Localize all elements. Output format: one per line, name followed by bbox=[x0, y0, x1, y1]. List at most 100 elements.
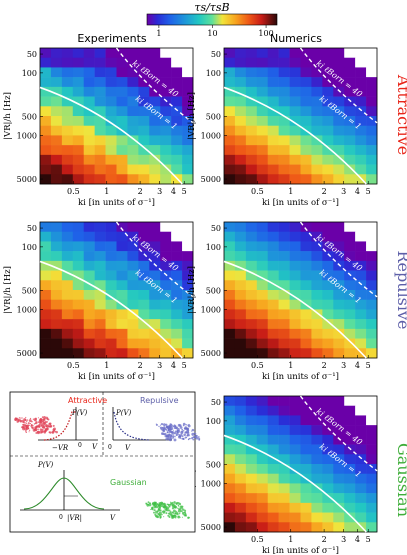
heatmap-cell bbox=[278, 241, 290, 252]
heatmap-cell bbox=[267, 145, 279, 156]
heatmap-cell bbox=[300, 483, 312, 494]
speckle-dot bbox=[177, 515, 181, 519]
curve-ki-lborn-1 bbox=[39, 260, 183, 359]
heatmap-cell bbox=[366, 473, 378, 484]
heatmap-cell bbox=[160, 270, 172, 281]
heatmap-cell bbox=[278, 319, 290, 330]
heatmap-cell bbox=[160, 135, 172, 146]
heatmap-cell bbox=[105, 241, 117, 252]
heatmap-cell bbox=[149, 77, 161, 88]
heatmap-cell bbox=[289, 96, 301, 107]
heatmap-cell bbox=[355, 145, 367, 156]
speckle-dot bbox=[166, 509, 170, 512]
heatmap-cell bbox=[245, 222, 258, 233]
heatmap-cell bbox=[366, 348, 378, 359]
inset-attractive-speckle-image bbox=[14, 416, 58, 435]
inset-attractive-v: V bbox=[92, 443, 98, 451]
heatmap-cell bbox=[289, 290, 301, 301]
heatmap-cell bbox=[234, 348, 247, 359]
heatmap-cell bbox=[256, 338, 269, 349]
heatmap-cell bbox=[289, 483, 301, 494]
heatmap-cell bbox=[289, 86, 301, 97]
x-tick-label: 4 bbox=[355, 361, 360, 370]
heatmap-cell bbox=[355, 260, 367, 271]
heatmap-cell bbox=[289, 319, 301, 330]
speckle-dot bbox=[184, 513, 187, 516]
heatmap-cell bbox=[160, 57, 172, 68]
heatmap-cell bbox=[224, 57, 236, 68]
heatmap-panel-att_exp: ki ℓBorn = 1ki ℓBorn = 400.5 1 2 3 4 55010050… bbox=[3, 47, 194, 208]
heatmap-cell bbox=[278, 502, 290, 513]
heatmap-cell bbox=[94, 270, 106, 281]
heatmap-cell bbox=[160, 145, 172, 156]
heatmap-cell bbox=[40, 251, 52, 262]
speckle-dot bbox=[174, 507, 176, 509]
speckle-dot bbox=[55, 430, 58, 434]
heatmap-cell bbox=[127, 260, 139, 271]
heatmap-cell bbox=[94, 280, 106, 291]
heatmap-cell bbox=[105, 174, 117, 185]
heatmap-cell bbox=[333, 154, 345, 165]
heatmap-cell bbox=[72, 348, 85, 359]
heatmap-cell bbox=[300, 405, 312, 416]
heatmap-cell bbox=[171, 116, 183, 127]
heatmap-cell bbox=[160, 154, 172, 165]
heatmap-cell bbox=[83, 86, 95, 97]
heatmap-cell bbox=[224, 464, 236, 475]
heatmap-cell bbox=[171, 57, 183, 68]
heatmap-cell bbox=[278, 444, 290, 455]
heatmap-cell bbox=[289, 396, 301, 407]
heatmap-cell bbox=[61, 241, 74, 252]
heatmap-cell bbox=[234, 483, 247, 494]
heatmap-cell bbox=[278, 338, 290, 349]
heatmap-cell bbox=[256, 270, 269, 281]
speckle-dot bbox=[167, 437, 169, 440]
speckle-dot bbox=[19, 420, 22, 423]
heatmap-cell bbox=[116, 222, 128, 233]
heatmap-cell bbox=[40, 174, 52, 185]
heatmap-cell bbox=[300, 338, 312, 349]
heatmap-cell bbox=[83, 319, 95, 330]
heatmap-cell bbox=[355, 251, 367, 262]
inset-attractive-minus-vr: −VR bbox=[52, 444, 69, 452]
heatmap-cell bbox=[300, 493, 312, 504]
heatmap-cell bbox=[72, 67, 85, 78]
x-axis-label: ki [in units of σ⁻¹] bbox=[78, 198, 155, 208]
heatmap-cell bbox=[300, 309, 312, 320]
heatmap-cell bbox=[182, 116, 194, 127]
speckle-dot bbox=[171, 431, 173, 434]
heatmap-cell bbox=[50, 67, 63, 78]
heatmap-cell bbox=[83, 299, 95, 310]
heatmap-cell bbox=[182, 96, 194, 107]
heatmap-cell bbox=[256, 425, 269, 436]
heatmap-cell bbox=[171, 135, 183, 146]
heatmap-cell bbox=[300, 48, 312, 59]
heatmap-cell bbox=[40, 270, 52, 281]
heatmap-cell bbox=[224, 425, 236, 436]
inset-gaussian-abs-vr: |VR| bbox=[67, 514, 82, 522]
colorbar-tick-label: 10 bbox=[207, 29, 217, 38]
heatmap-cell bbox=[50, 154, 63, 165]
inset-attractive-zero: 0 bbox=[78, 442, 82, 449]
heatmap-cell bbox=[278, 280, 290, 291]
heatmap-cell bbox=[50, 270, 63, 281]
heatmap-cell bbox=[127, 116, 139, 127]
heatmap-cell bbox=[355, 48, 367, 59]
heatmap-cell bbox=[256, 125, 269, 136]
heatmap-cell bbox=[127, 67, 139, 78]
y-tick-label: 5000 bbox=[201, 523, 221, 532]
heatmap-cell bbox=[149, 135, 161, 146]
heatmap-cell bbox=[300, 522, 312, 533]
heatmap-cell bbox=[355, 309, 367, 320]
heatmap-cell bbox=[311, 464, 323, 475]
x-tick-label: 2 bbox=[322, 187, 327, 196]
speckle-dot bbox=[181, 505, 184, 508]
heatmap-cell bbox=[40, 145, 52, 156]
heatmap-cell bbox=[344, 309, 356, 320]
heatmap-cell bbox=[138, 241, 150, 252]
heatmap-cell bbox=[94, 77, 106, 88]
heatmap-cell bbox=[72, 309, 85, 320]
speckle-dot bbox=[163, 503, 166, 506]
heatmap-cell bbox=[40, 106, 52, 117]
